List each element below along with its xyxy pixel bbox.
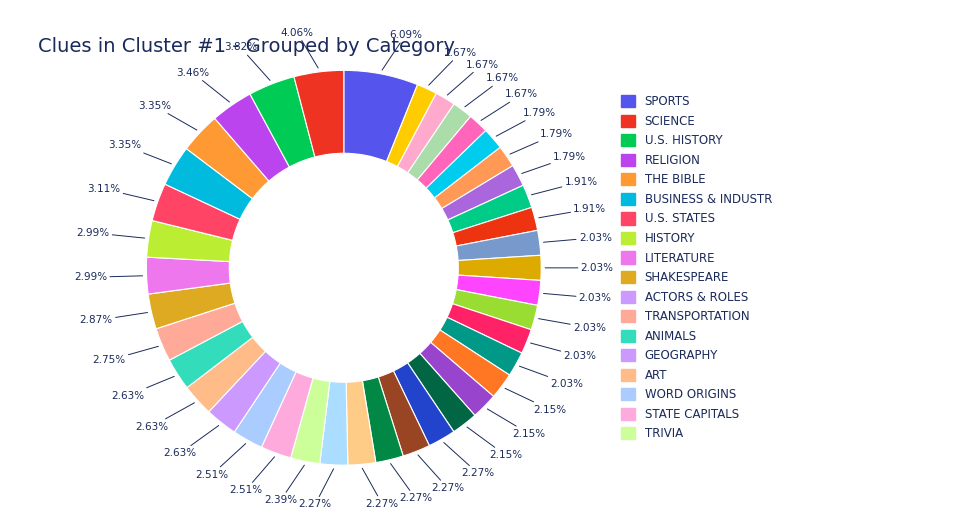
- Legend: SPORTS, SCIENCE, U.S. HISTORY, RELIGION, THE BIBLE, BUSINESS & INDUSTR, U.S. STA: SPORTS, SCIENCE, U.S. HISTORY, RELIGION,…: [621, 95, 772, 440]
- Wedge shape: [344, 70, 417, 162]
- Text: 1.67%: 1.67%: [465, 74, 520, 107]
- Text: 2.15%: 2.15%: [467, 427, 521, 460]
- Wedge shape: [453, 290, 538, 330]
- Wedge shape: [187, 337, 265, 412]
- Text: Clues in Cluster #1 - Grouped by Category: Clues in Cluster #1 - Grouped by Categor…: [38, 37, 456, 56]
- Text: 2.63%: 2.63%: [111, 376, 174, 401]
- Wedge shape: [387, 85, 436, 166]
- Text: 1.79%: 1.79%: [510, 129, 572, 154]
- Text: 2.99%: 2.99%: [76, 228, 144, 238]
- Wedge shape: [362, 377, 403, 463]
- Wedge shape: [408, 104, 471, 180]
- Text: 3.35%: 3.35%: [138, 101, 197, 130]
- Text: 2.27%: 2.27%: [362, 468, 398, 509]
- Text: 2.15%: 2.15%: [505, 388, 566, 415]
- Text: 2.27%: 2.27%: [418, 455, 464, 493]
- Wedge shape: [458, 255, 541, 280]
- Wedge shape: [426, 131, 500, 198]
- Wedge shape: [453, 207, 538, 246]
- Text: 1.67%: 1.67%: [447, 59, 499, 95]
- Text: 2.63%: 2.63%: [135, 403, 195, 432]
- Text: 1.91%: 1.91%: [539, 204, 606, 218]
- Wedge shape: [397, 93, 454, 173]
- Wedge shape: [146, 257, 230, 294]
- Text: 2.27%: 2.27%: [299, 469, 333, 509]
- Wedge shape: [186, 118, 269, 198]
- Text: 2.87%: 2.87%: [79, 312, 147, 326]
- Text: 2.03%: 2.03%: [520, 366, 584, 388]
- Wedge shape: [393, 363, 454, 446]
- Wedge shape: [147, 220, 233, 261]
- Text: 2.99%: 2.99%: [74, 272, 142, 282]
- Wedge shape: [447, 303, 531, 353]
- Wedge shape: [250, 77, 315, 167]
- Wedge shape: [165, 149, 252, 219]
- Wedge shape: [320, 381, 348, 465]
- Text: 1.79%: 1.79%: [521, 152, 586, 173]
- Text: 2.15%: 2.15%: [487, 409, 546, 439]
- Text: 2.27%: 2.27%: [444, 443, 495, 478]
- Wedge shape: [152, 184, 240, 240]
- Wedge shape: [456, 275, 541, 306]
- Wedge shape: [215, 94, 289, 181]
- Wedge shape: [209, 351, 281, 432]
- Wedge shape: [431, 330, 510, 396]
- Text: 2.75%: 2.75%: [93, 346, 159, 365]
- Wedge shape: [169, 321, 253, 387]
- Wedge shape: [442, 166, 523, 220]
- Wedge shape: [290, 378, 329, 464]
- Text: 2.03%: 2.03%: [545, 263, 614, 273]
- Wedge shape: [378, 371, 430, 456]
- Text: 3.35%: 3.35%: [108, 141, 171, 164]
- Text: 2.03%: 2.03%: [543, 293, 612, 303]
- Text: 3.82%: 3.82%: [223, 43, 270, 80]
- Text: 3.46%: 3.46%: [176, 68, 229, 102]
- Text: 1.67%: 1.67%: [429, 48, 477, 85]
- Text: 1.67%: 1.67%: [481, 89, 539, 120]
- Text: 2.03%: 2.03%: [531, 343, 597, 361]
- Text: 3.11%: 3.11%: [87, 184, 154, 201]
- Wedge shape: [294, 70, 344, 157]
- Wedge shape: [448, 185, 532, 233]
- Text: 1.79%: 1.79%: [497, 108, 556, 136]
- Text: 2.39%: 2.39%: [265, 465, 305, 505]
- Wedge shape: [346, 381, 376, 465]
- Wedge shape: [417, 117, 486, 188]
- Wedge shape: [420, 342, 494, 415]
- Text: 1.91%: 1.91%: [531, 177, 598, 195]
- Wedge shape: [148, 283, 235, 329]
- Text: 2.63%: 2.63%: [163, 425, 219, 458]
- Wedge shape: [408, 353, 475, 432]
- Wedge shape: [156, 303, 243, 360]
- Wedge shape: [456, 230, 541, 260]
- Text: 2.03%: 2.03%: [539, 319, 606, 333]
- Text: 6.09%: 6.09%: [382, 30, 422, 70]
- Wedge shape: [234, 363, 296, 447]
- Wedge shape: [435, 148, 513, 208]
- Wedge shape: [440, 317, 521, 375]
- Text: 2.51%: 2.51%: [229, 457, 274, 495]
- Text: 2.03%: 2.03%: [543, 233, 612, 243]
- Text: 2.51%: 2.51%: [195, 444, 245, 480]
- Wedge shape: [262, 372, 313, 458]
- Text: 4.06%: 4.06%: [281, 28, 318, 68]
- Text: 2.27%: 2.27%: [391, 464, 432, 503]
